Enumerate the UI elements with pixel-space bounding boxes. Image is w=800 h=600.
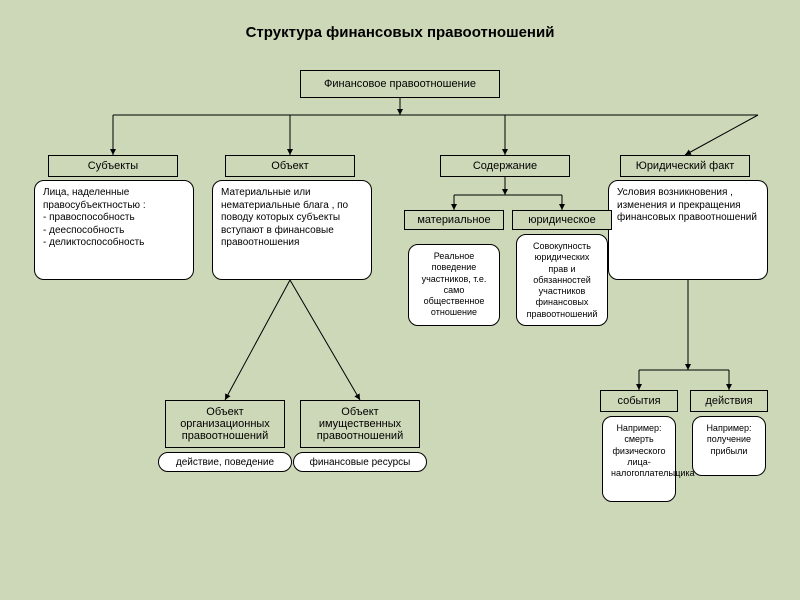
node-object-header: Объект (225, 155, 355, 177)
node-events-body: Например: смерть физического лица-налого… (602, 416, 676, 502)
node-legalfact-body: Условия возникновения , изменения и прек… (608, 180, 768, 280)
node-actions-body: Например: получение прибыли (692, 416, 766, 476)
node-material-body: Реальное поведение участников, т.е. само… (408, 244, 500, 326)
node-orgobject-header: Объект организационных правоотношений (165, 400, 285, 448)
root-node: Финансовое правоотношение (300, 70, 500, 98)
node-content-header: Содержание (440, 155, 570, 177)
node-subjects-header: Субъекты (48, 155, 178, 177)
node-propobject-pill: финансовые ресурсы (293, 452, 427, 472)
node-events-header: события (600, 390, 678, 412)
page-title: Структура финансовых правоотношений (0, 24, 800, 41)
node-legal-header: юридическое (512, 210, 612, 230)
node-subjects-body: Лица, наделенные правосубъектностью : - … (34, 180, 194, 280)
node-legal-body: Совокупность юридических прав и обязанно… (516, 234, 608, 326)
node-actions-header: действия (690, 390, 768, 412)
node-material-header: материальное (404, 210, 504, 230)
node-legalfact-header: Юридический факт (620, 155, 750, 177)
node-propobject-header: Объект имущественных правоотношений (300, 400, 420, 448)
node-orgobject-pill: действие, поведение (158, 452, 292, 472)
node-object-body: Материальные или нематериальные блага , … (212, 180, 372, 280)
